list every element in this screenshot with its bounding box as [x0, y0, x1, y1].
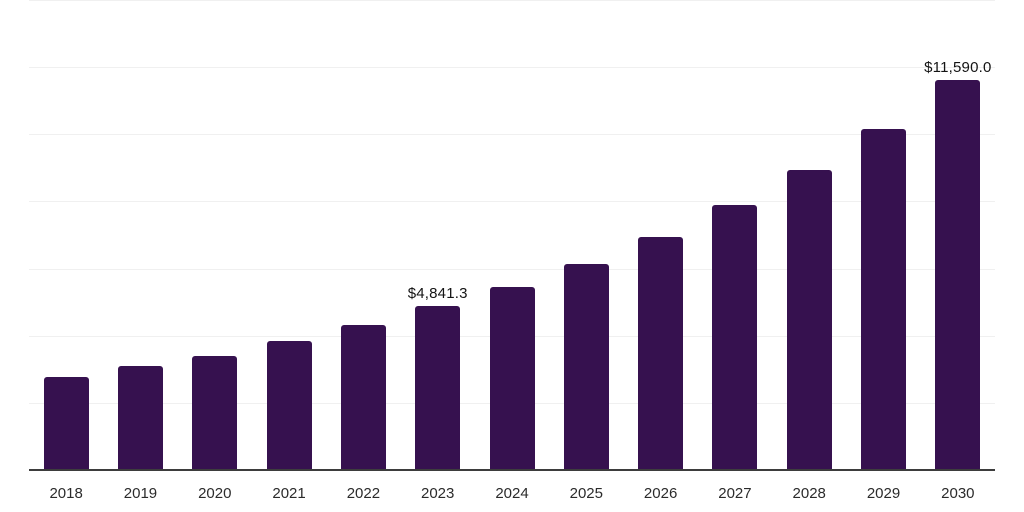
- gridline-10000: [29, 134, 995, 135]
- gridline-12000: [29, 67, 995, 68]
- x-tick-label-2023: 2023: [421, 485, 455, 502]
- bar-2026: [638, 237, 684, 469]
- bar-2028: [786, 170, 832, 469]
- bar-2024: [489, 287, 535, 469]
- gridline-6000: [29, 269, 995, 270]
- x-tick-label-2024: 2024: [495, 485, 529, 502]
- x-tick-label-2029: 2029: [866, 485, 901, 502]
- gridline-8000: [29, 201, 995, 202]
- x-tick-label-2022: 2022: [346, 485, 381, 502]
- x-tick-label-2020: 2020: [198, 485, 232, 502]
- x-tick-label-2026: 2026: [643, 485, 678, 502]
- x-tick-label-2018: 2018: [49, 485, 83, 502]
- x-tick-label-2027: 2027: [718, 485, 752, 502]
- gridline-14000: [29, 0, 995, 1]
- bar-2019: [117, 366, 163, 469]
- x-axis-line: [29, 469, 995, 471]
- x-tick-label-2021: 2021: [272, 485, 306, 502]
- x-tick-label-2030: 2030: [941, 485, 975, 502]
- bar-2021: [266, 341, 312, 469]
- x-tick-label-2019: 2019: [123, 485, 158, 502]
- x-tick-label-2025: 2025: [569, 485, 603, 502]
- bar-2023: [415, 306, 461, 469]
- bar-2030: [935, 80, 981, 469]
- bar-2018: [43, 377, 89, 469]
- bar-2025: [563, 264, 609, 469]
- bar-2027: [712, 205, 758, 469]
- bar-2029: [861, 129, 907, 469]
- value-label-2030: $11,590.0: [924, 59, 992, 76]
- value-label-2023: $4,841.3: [407, 285, 468, 302]
- x-tick-label-2028: 2028: [792, 485, 826, 502]
- bar-2020: [192, 356, 238, 469]
- bar-2022: [340, 325, 386, 469]
